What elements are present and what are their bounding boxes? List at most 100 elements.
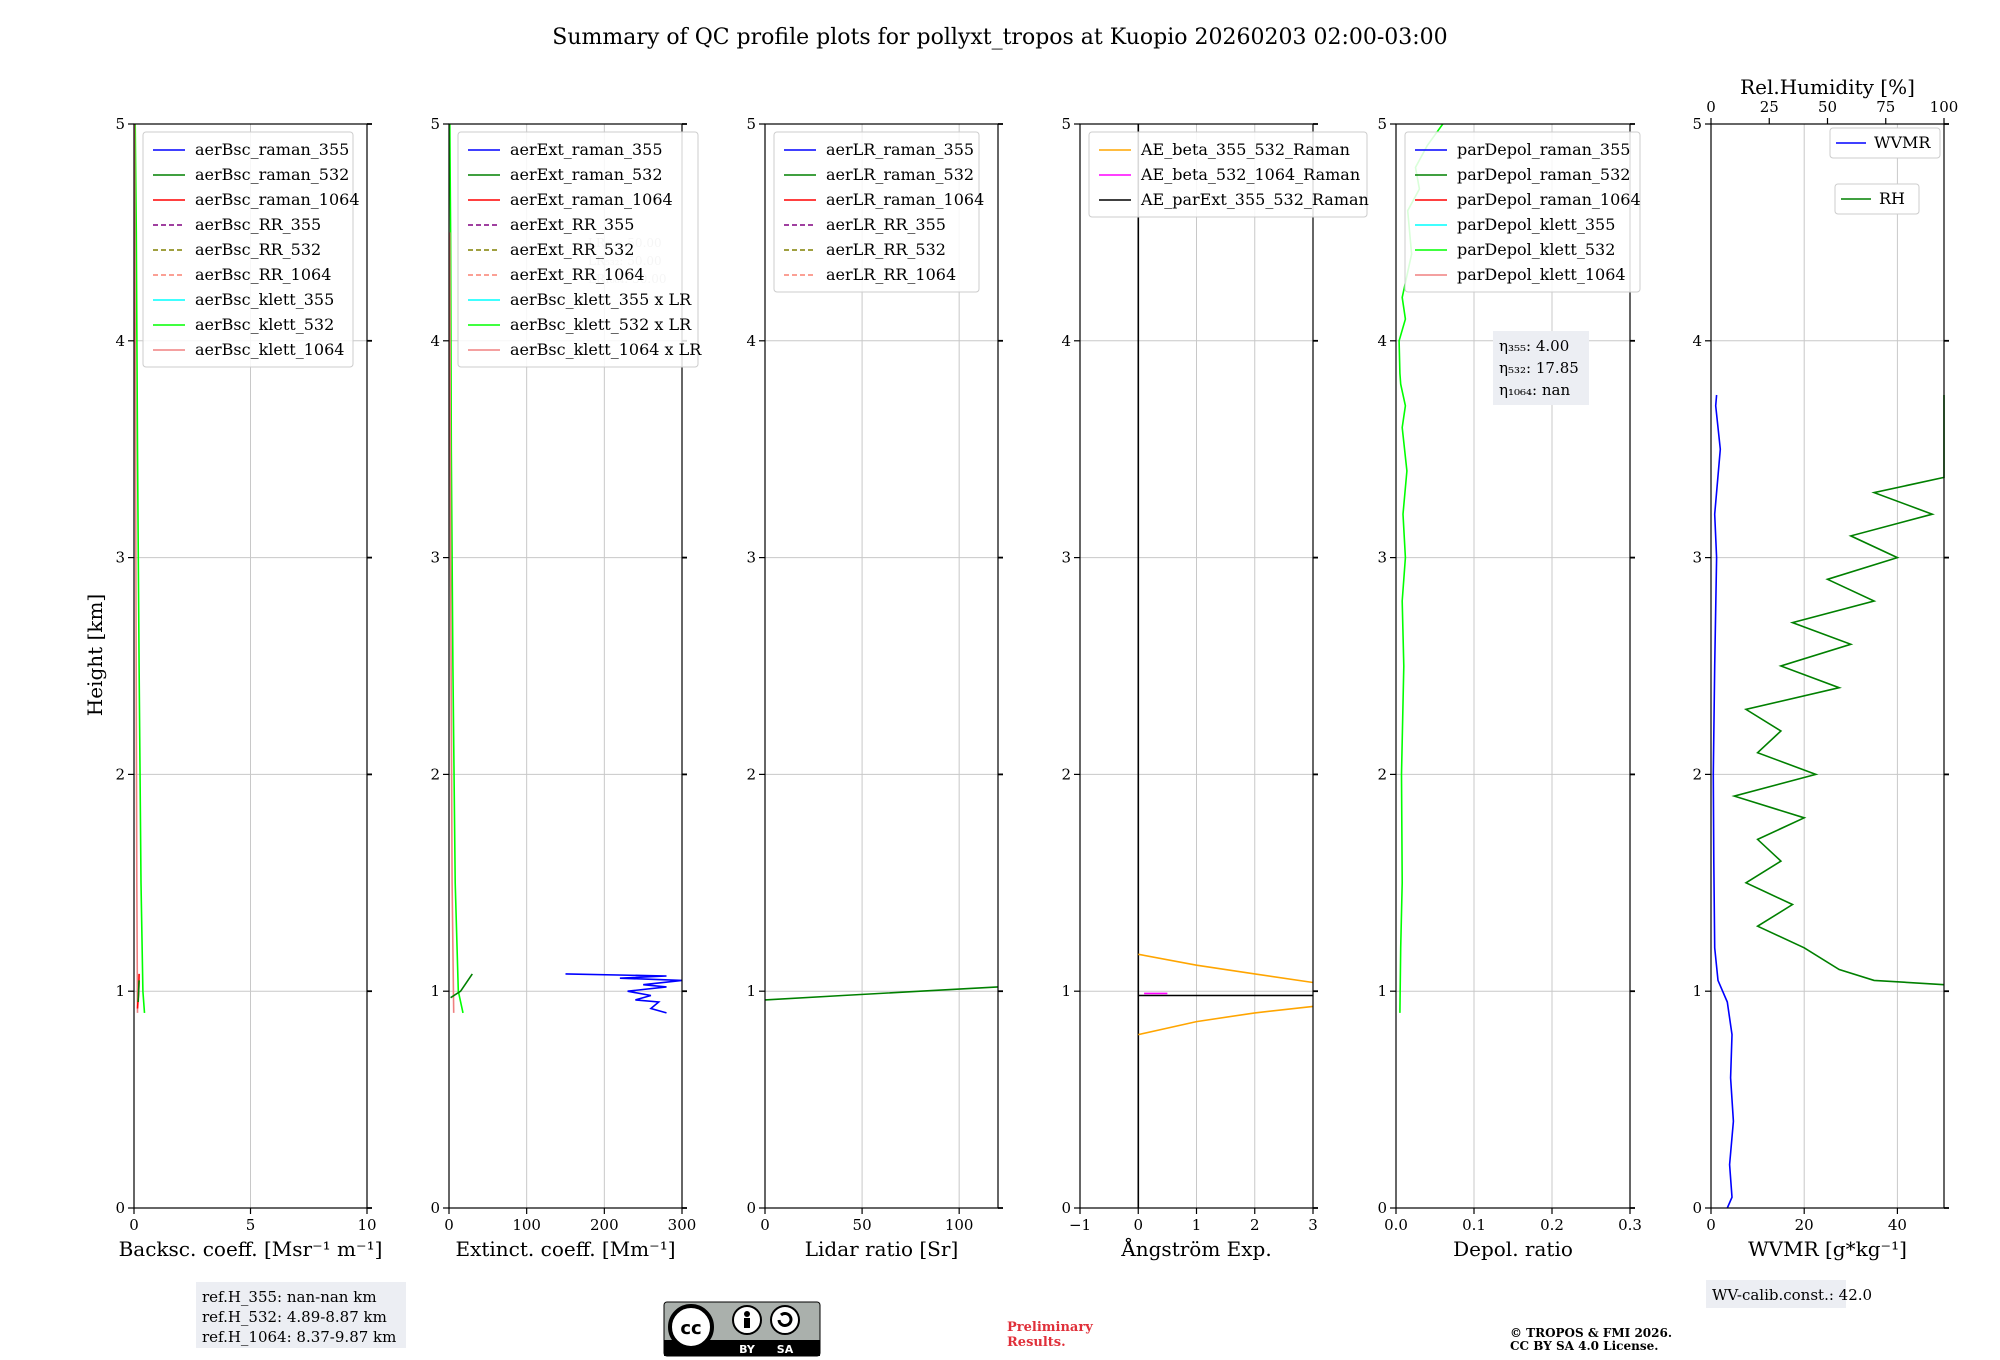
x-tick-label: 200 — [590, 1216, 619, 1234]
x-tick-label: 2 — [1250, 1216, 1260, 1234]
legend-label: AE_beta_532_1064_Raman — [1140, 165, 1360, 184]
legend-label: AE_parExt_355_532_Raman — [1140, 190, 1369, 209]
x-tick-label: 5 — [246, 1216, 256, 1234]
series-aerExt_raman_355 — [565, 973, 683, 1014]
x-tick-label: 0.3 — [1618, 1216, 1642, 1234]
y-tick-label: 0 — [1061, 1199, 1071, 1217]
x-tick-label: 0 — [1706, 1216, 1716, 1234]
legend-label: aerLR_raman_355 — [826, 140, 974, 159]
axes-frame — [1710, 123, 1945, 1209]
y-tick-label: 5 — [1377, 115, 1387, 133]
x-axis-label: Backsc. coeff. [Msr⁻¹ m⁻¹] — [119, 1237, 383, 1261]
x-tick-label: 3 — [1308, 1216, 1318, 1234]
y-tick-label: 1 — [746, 982, 756, 1000]
legend-label: aerLR_raman_1064 — [826, 190, 984, 209]
series-aerBsc_klett_532 — [134, 123, 146, 1013]
y-tick-label: 3 — [746, 549, 756, 567]
copyright-note: CC BY SA 4.0 License. — [1510, 1339, 1658, 1353]
y-tick-label: 0 — [1377, 1199, 1387, 1217]
x-tick-label: 100 — [512, 1216, 541, 1234]
legend-label: parDepol_raman_1064 — [1457, 190, 1641, 209]
y-tick-label: 4 — [1061, 332, 1071, 350]
x-axis-label: Ångström Exp. — [1120, 1236, 1271, 1261]
legend-label: aerExt_RR_1064 — [510, 265, 645, 284]
preliminary-note: Preliminary — [1007, 1320, 1093, 1335]
legend-label: aerBsc_raman_1064 — [195, 190, 360, 209]
panel-depol: 0.0 0.1 0.2 0.3 0 1 2 3 4 5 Depol. ratio parDepol_r… — [1377, 115, 1641, 1261]
wv-calib-text: WV-calib.const.: 42.0 — [1712, 1286, 1872, 1304]
legend-label: WVMR — [1874, 133, 1931, 152]
legend-label: aerBsc_RR_532 — [195, 240, 321, 259]
series-AE_beta_355_532_Raman — [1138, 953, 1314, 984]
y-tick-label: 4 — [430, 332, 440, 350]
series-aerBsc_klett_1064 x LR — [448, 232, 455, 1013]
by-icon-body — [744, 1318, 750, 1328]
y-tick-label: 5 — [430, 115, 440, 133]
y-tick-label: 4 — [746, 332, 756, 350]
x-tick-label: 40 — [1888, 1216, 1907, 1234]
x-tick-label: 0.2 — [1540, 1216, 1564, 1234]
x-axis-label: Extinct. coeff. [Mm⁻¹] — [455, 1237, 675, 1261]
x-tick-label: −1 — [1069, 1216, 1091, 1234]
x-tick-label: 0 — [129, 1216, 139, 1234]
x-tick-label: 0.1 — [1462, 1216, 1486, 1234]
legend-box — [142, 131, 354, 368]
legend-label: parDepol_klett_532 — [1457, 240, 1615, 259]
eta-box — [1493, 331, 1589, 405]
x-tick-label: 0 — [1133, 1216, 1143, 1234]
x-tick-label: 100 — [945, 1216, 974, 1234]
x2-tick-label: 100 — [1930, 98, 1959, 116]
legend-label: aerBsc_klett_532 — [195, 315, 334, 334]
series-AE_beta_355_532_Raman — [1138, 1005, 1314, 1036]
x-tick-label: 10 — [357, 1216, 376, 1234]
series-aerExt_raman_532 — [450, 973, 473, 999]
legend-label: parDepol_klett_355 — [1457, 215, 1615, 234]
wv-calib-box: WV-calib.const.: 42.0 — [1706, 1280, 1872, 1308]
y-tick-label: 2 — [115, 765, 125, 783]
legend-label: aerBsc_RR_1064 — [195, 265, 331, 284]
x-tick-label: 300 — [668, 1216, 697, 1234]
legend-label: RH — [1879, 189, 1905, 208]
sa-icon — [770, 1305, 800, 1335]
x-tick-label: 0 — [760, 1216, 770, 1234]
panel-wv: 0 20 40 0 1 2 3 4 5 WVMR [g*kg⁻¹] 0 25 50 75 100 Rel.Hu… — [1692, 75, 1958, 1261]
cc-icon-text: cc — [680, 1318, 701, 1339]
x-axis-label: WVMR [g*kg⁻¹] — [1748, 1237, 1907, 1261]
y-tick-label: 0 — [1692, 1199, 1702, 1217]
y-tick-label: 2 — [1377, 765, 1387, 783]
x-tick-label: 1 — [1192, 1216, 1202, 1234]
y-tick-label: 3 — [430, 549, 440, 567]
series-aerBsc_klett_1064 — [133, 123, 139, 1013]
x2-tick-label: 50 — [1818, 98, 1837, 116]
y-tick-label: 0 — [746, 1199, 756, 1217]
x-tick-label: 0 — [444, 1216, 454, 1234]
x-tick-label: 0.0 — [1384, 1216, 1408, 1234]
x2-tick-label: 75 — [1876, 98, 1895, 116]
y-tick-label: 1 — [115, 982, 125, 1000]
legend-label: parDepol_klett_1064 — [1457, 265, 1626, 284]
series-aerBsc_klett_532 x LR — [449, 123, 464, 1014]
y-tick-label: 1 — [1061, 982, 1071, 1000]
y-tick-label: 0 — [430, 1199, 440, 1217]
x-axis-label: Depol. ratio — [1453, 1237, 1573, 1261]
preliminary-note: Results. — [1007, 1335, 1066, 1350]
legend-box — [457, 131, 699, 368]
y-tick-label: 5 — [746, 115, 756, 133]
panel-lr: 0 50 100 0 1 2 3 4 5 Lidar ratio [Sr] aerLR_raman_… — [746, 115, 1003, 1261]
y-tick-label: 0 — [115, 1199, 125, 1217]
eta-line: η₁₀₆₄: nan — [1499, 381, 1570, 399]
x-tick-label: 50 — [853, 1216, 872, 1234]
cc-license-badge: cc BY SA — [663, 1301, 821, 1357]
legend-label: aerBsc_klett_1064 — [195, 340, 344, 359]
refh-line: ref.H_355: nan-nan km — [202, 1288, 377, 1306]
axes-frame — [1395, 123, 1631, 1209]
eta-line: η₅₃₂: 17.85 — [1499, 359, 1579, 377]
figure-title: Summary of QC profile plots for pollyxt_… — [552, 25, 1447, 50]
cc-icon — [668, 1304, 714, 1350]
axes-frame — [448, 123, 683, 1209]
y-tick-label: 4 — [1377, 332, 1387, 350]
